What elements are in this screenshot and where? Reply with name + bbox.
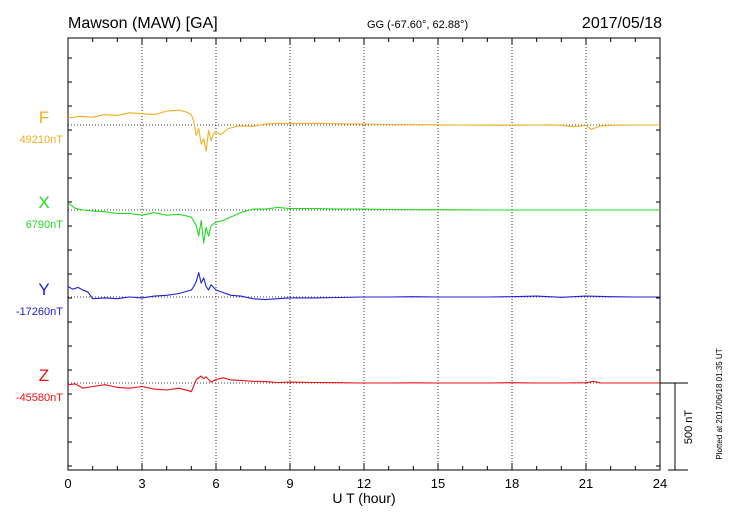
series-labels: F 49210nT X 6790nT Y -17260nT Z -45580nT: [16, 108, 63, 404]
x-axis-label: U T (hour): [332, 490, 395, 506]
x-tick-label: 12: [357, 476, 371, 491]
grid: [141, 38, 587, 470]
series-name-z: Z: [39, 366, 49, 385]
x-tick-label: 3: [138, 476, 145, 491]
x-tick-label: 0: [64, 476, 71, 491]
x-tick-label: 6: [212, 476, 219, 491]
series-name-y: Y: [38, 280, 49, 299]
series-baseline-z: -45580nT: [16, 392, 63, 404]
series-line-x: [67, 202, 660, 244]
x-tick-label: 15: [431, 476, 445, 491]
x-tick-label: 9: [286, 476, 293, 491]
plotted-timestamp: Plotted at 2017/06/18 01:35 UT: [715, 348, 724, 459]
chart-date: 2017/05/18: [582, 15, 662, 32]
series-baseline-x: 6790nT: [26, 219, 64, 231]
series-line-z: [67, 375, 660, 393]
series-name-x: X: [38, 193, 49, 212]
series-baseline-y: -17260nT: [16, 306, 63, 318]
scale-bar-label: 500 nT: [683, 410, 695, 445]
x-axis-ticks: 0 3 6 9 12 15 18 21 24: [64, 38, 667, 491]
series-group: [67, 109, 660, 393]
x-tick-label: 18: [505, 476, 519, 491]
station-coordinates: GG (-67.60°, 62.88°): [367, 19, 468, 31]
x-tick-label: 21: [579, 476, 593, 491]
series-name-f: F: [39, 108, 49, 127]
scale-bar: 500 nT: [660, 382, 695, 471]
series-line-y: [67, 272, 660, 301]
station-title: Mawson (MAW) [GA]: [68, 15, 218, 32]
x-tick-label: 24: [653, 476, 667, 491]
series-line-f: [67, 109, 660, 152]
series-baseline-f: 49210nT: [20, 134, 64, 146]
